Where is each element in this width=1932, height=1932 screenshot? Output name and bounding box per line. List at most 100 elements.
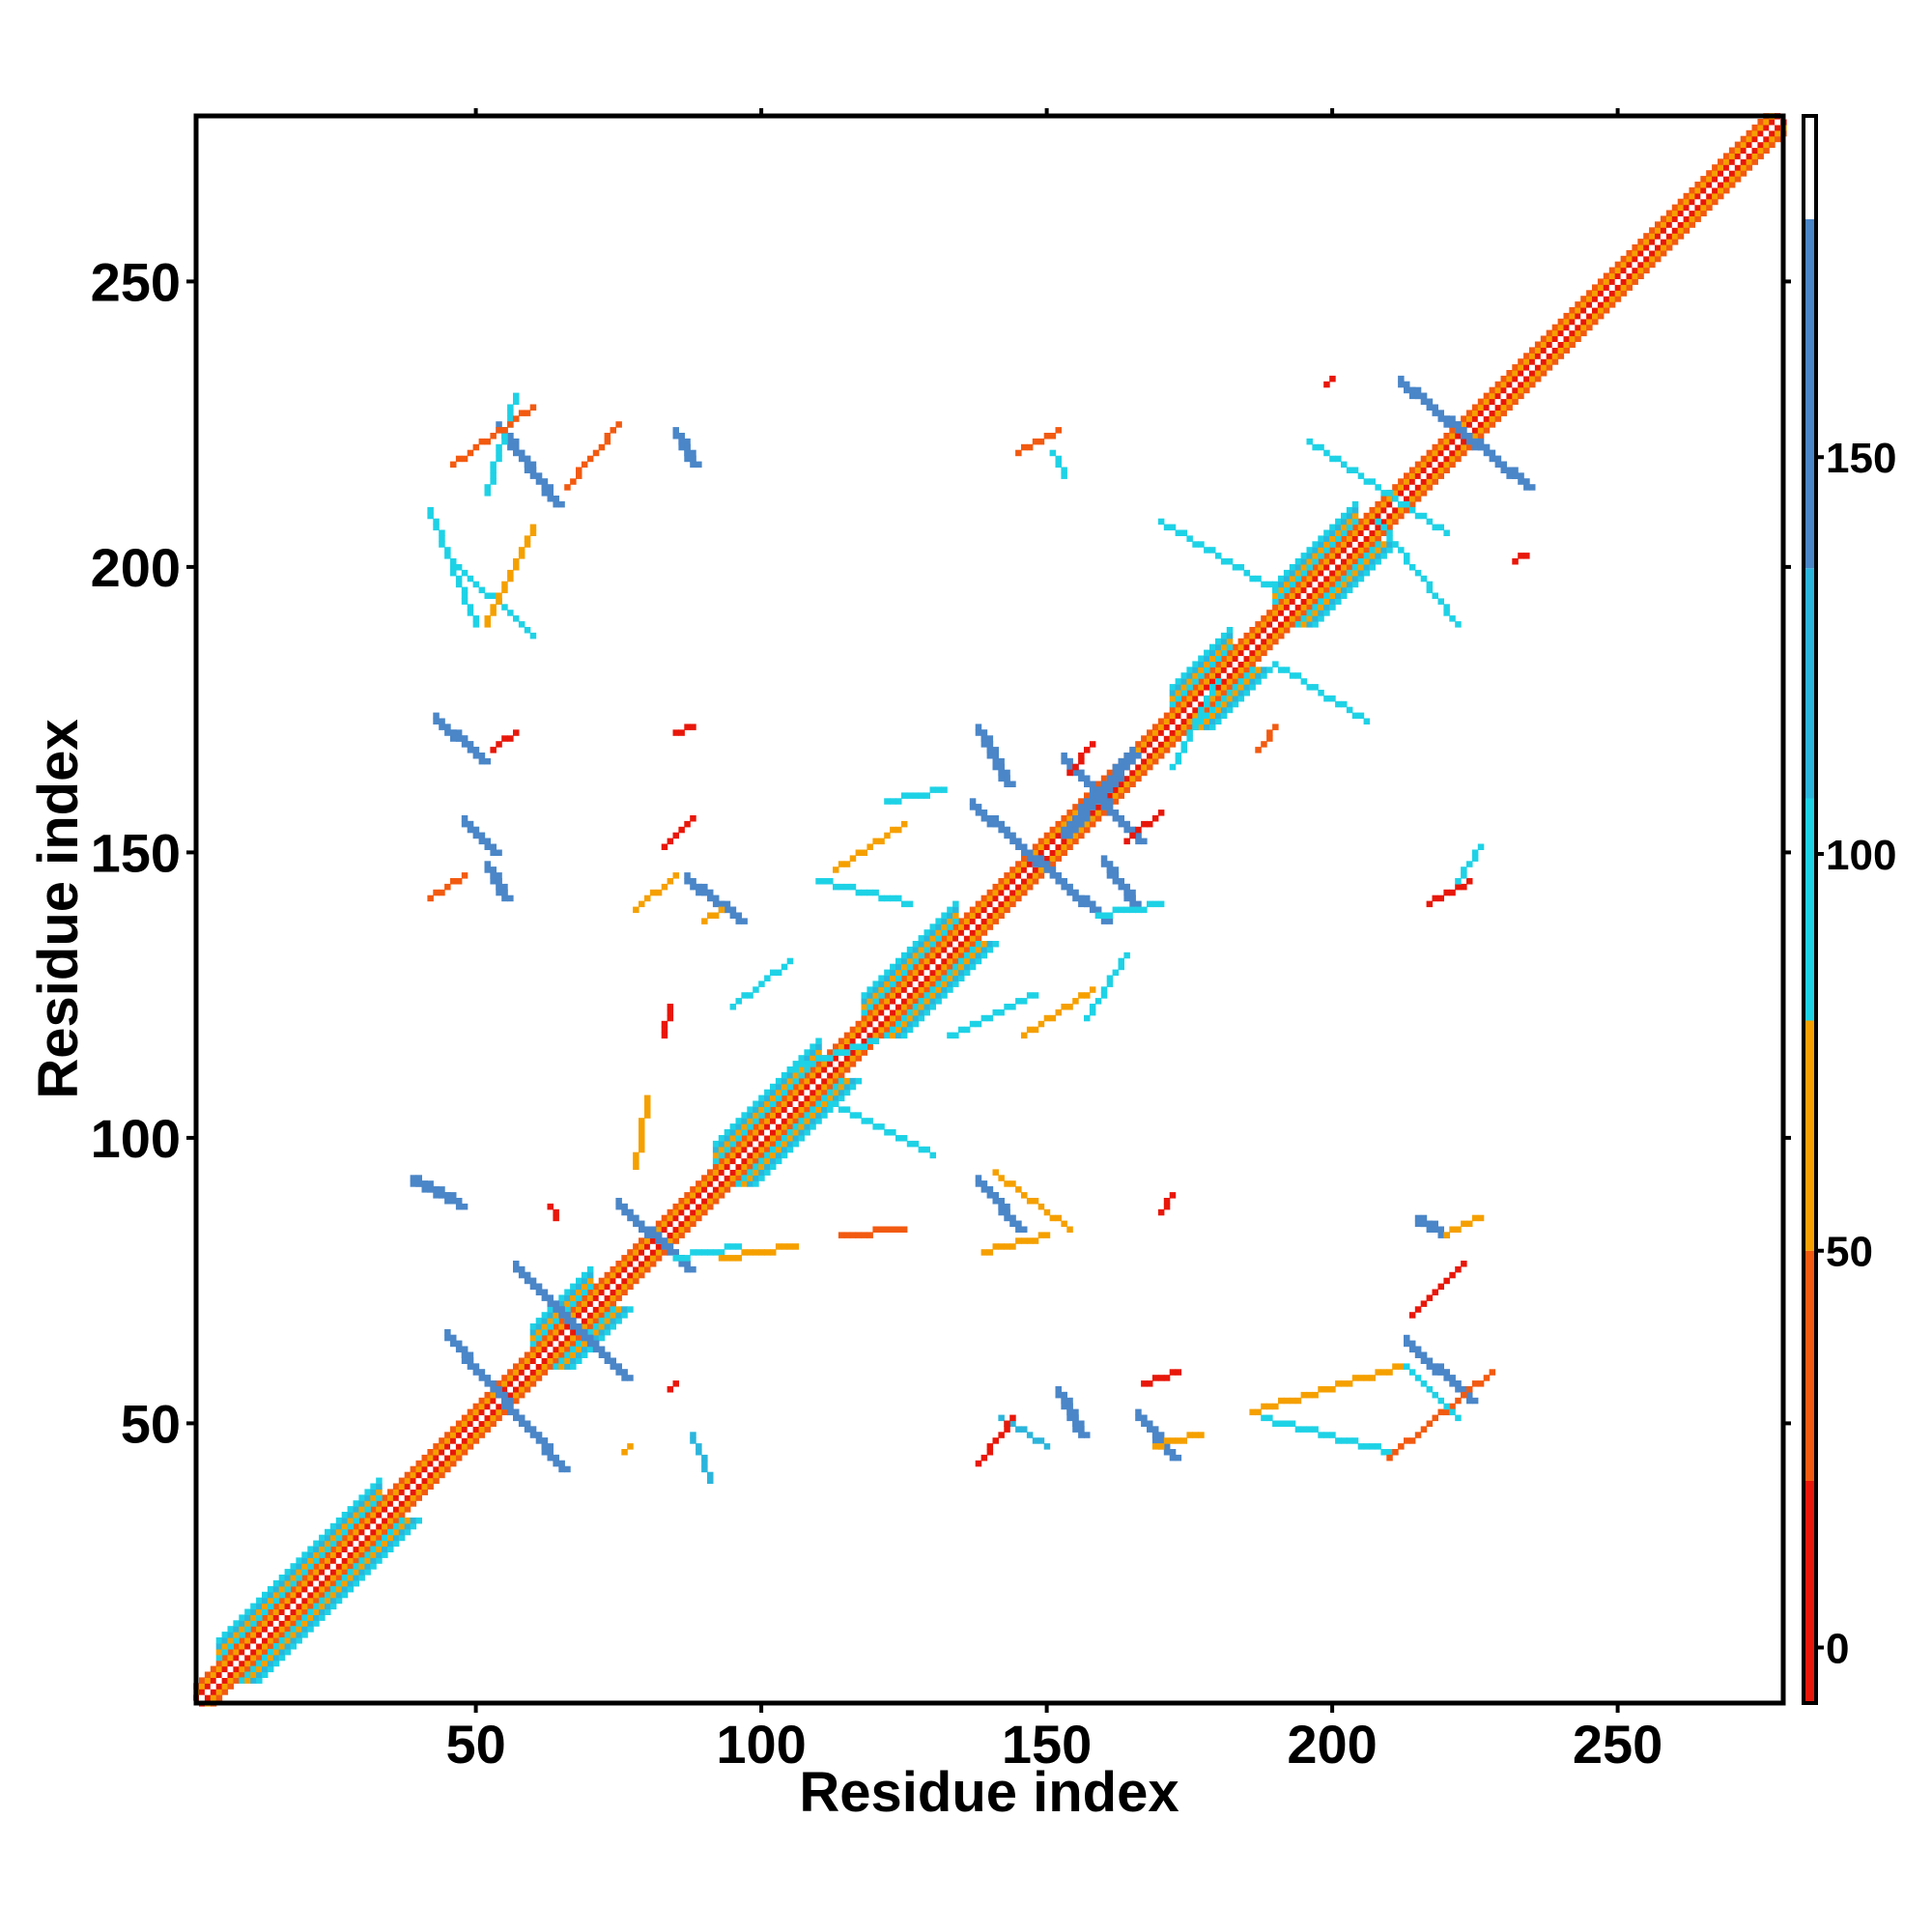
contact-cell	[1198, 724, 1205, 730]
contact-cell	[529, 529, 537, 536]
contact-cell	[1112, 798, 1120, 805]
contact-cell	[1021, 867, 1028, 873]
contact-cell	[1278, 627, 1285, 634]
contact-cell	[747, 1157, 753, 1165]
contact-cell	[992, 1437, 999, 1444]
contact-cell	[1426, 478, 1434, 485]
colorbar-band	[1804, 568, 1816, 799]
contact-cell	[1049, 838, 1057, 845]
contact-cell	[256, 1632, 263, 1638]
contact-cell	[558, 1300, 565, 1307]
contact-cell	[1049, 861, 1057, 867]
contact-cell	[855, 1032, 863, 1039]
contact-cell	[1232, 661, 1239, 668]
contact-cell	[1100, 792, 1108, 799]
contact-cell	[444, 1198, 451, 1205]
contact-cell	[1426, 484, 1434, 491]
contact-cell	[455, 575, 463, 582]
contact-cell	[507, 735, 514, 742]
contact-cell	[535, 1369, 543, 1376]
contact-cell	[804, 1094, 810, 1102]
contact-cell	[1363, 564, 1371, 571]
contact-cell	[1404, 381, 1410, 388]
contact-cell	[627, 1249, 634, 1256]
contact-cell	[1563, 329, 1570, 337]
contact-cell	[1232, 695, 1239, 702]
contact-cell	[1306, 604, 1313, 611]
contact-cell	[770, 969, 777, 977]
contact-cell	[1523, 381, 1530, 388]
contact-cell	[610, 1283, 616, 1291]
contact-cell	[1723, 186, 1730, 194]
contact-cell	[1151, 724, 1159, 730]
contact-cell	[581, 1318, 588, 1324]
contact-cell	[1351, 529, 1359, 536]
contact-cell	[433, 518, 440, 526]
contact-cell	[353, 1517, 359, 1524]
contact-cell	[707, 1477, 714, 1485]
contact-cell	[1329, 558, 1336, 565]
contact-cell	[1649, 233, 1656, 240]
contact-cell	[969, 935, 977, 942]
contact-cell	[427, 1460, 434, 1467]
contact-cell	[1437, 455, 1444, 463]
contact-cell	[729, 1243, 737, 1250]
contact-cell	[849, 1026, 857, 1034]
contact-cell	[450, 564, 457, 571]
contact-cell	[1123, 769, 1130, 777]
contact-cell	[815, 1106, 822, 1113]
contact-cell	[827, 1061, 834, 1067]
contact-cell	[244, 1660, 251, 1667]
contact-cell	[598, 1300, 606, 1307]
contact-cell	[439, 1460, 445, 1467]
contact-cell	[1141, 820, 1148, 828]
contact-cell	[855, 1043, 863, 1050]
contact-cell	[1004, 1004, 1010, 1010]
contact-cell	[1278, 598, 1285, 605]
contact-cell	[1551, 324, 1559, 331]
contact-cell	[370, 1494, 377, 1501]
contact-cell	[1398, 1363, 1405, 1370]
contact-cell	[455, 1454, 463, 1462]
contact-cell	[1660, 215, 1667, 222]
contact-cell	[1449, 1408, 1456, 1416]
contact-cell	[1449, 1375, 1456, 1381]
contact-cell	[747, 1140, 753, 1148]
contact-cell	[775, 1140, 782, 1148]
contact-cell	[1620, 284, 1628, 291]
contact-cell	[444, 724, 451, 730]
contact-cell	[387, 1528, 394, 1536]
contact-cell	[439, 1443, 445, 1450]
contact-cell	[221, 1637, 229, 1644]
contact-cell	[592, 1289, 600, 1295]
contact-cell	[718, 1169, 725, 1176]
contact-cell	[250, 1637, 257, 1644]
contact-cell	[1289, 586, 1296, 594]
contact-cell	[900, 792, 908, 799]
contact-cell	[980, 1014, 988, 1022]
contact-cell	[1437, 449, 1444, 457]
contact-cell	[507, 569, 514, 577]
contact-cell	[764, 1249, 771, 1256]
contact-cell	[696, 1198, 702, 1205]
contact-cell	[929, 998, 936, 1005]
contact-cell	[1597, 284, 1605, 291]
contact-cell	[1135, 747, 1142, 753]
contact-cell	[718, 1192, 725, 1199]
contact-cell	[467, 1432, 474, 1438]
contact-cell	[1084, 895, 1091, 902]
contact-cell	[1414, 1220, 1422, 1228]
contact-cell	[513, 1363, 520, 1370]
contact-cell	[992, 1192, 999, 1199]
contact-cell	[592, 1334, 600, 1342]
contact-cell	[1072, 998, 1079, 1005]
contact-cell	[404, 1528, 412, 1536]
contact-cell	[1192, 700, 1199, 708]
contact-cell	[1078, 895, 1085, 902]
contact-cell	[592, 1300, 600, 1307]
contact-cell	[1420, 512, 1428, 520]
contact-cell	[1608, 301, 1616, 308]
contact-cell	[1369, 518, 1376, 526]
contact-cell	[329, 1557, 337, 1564]
